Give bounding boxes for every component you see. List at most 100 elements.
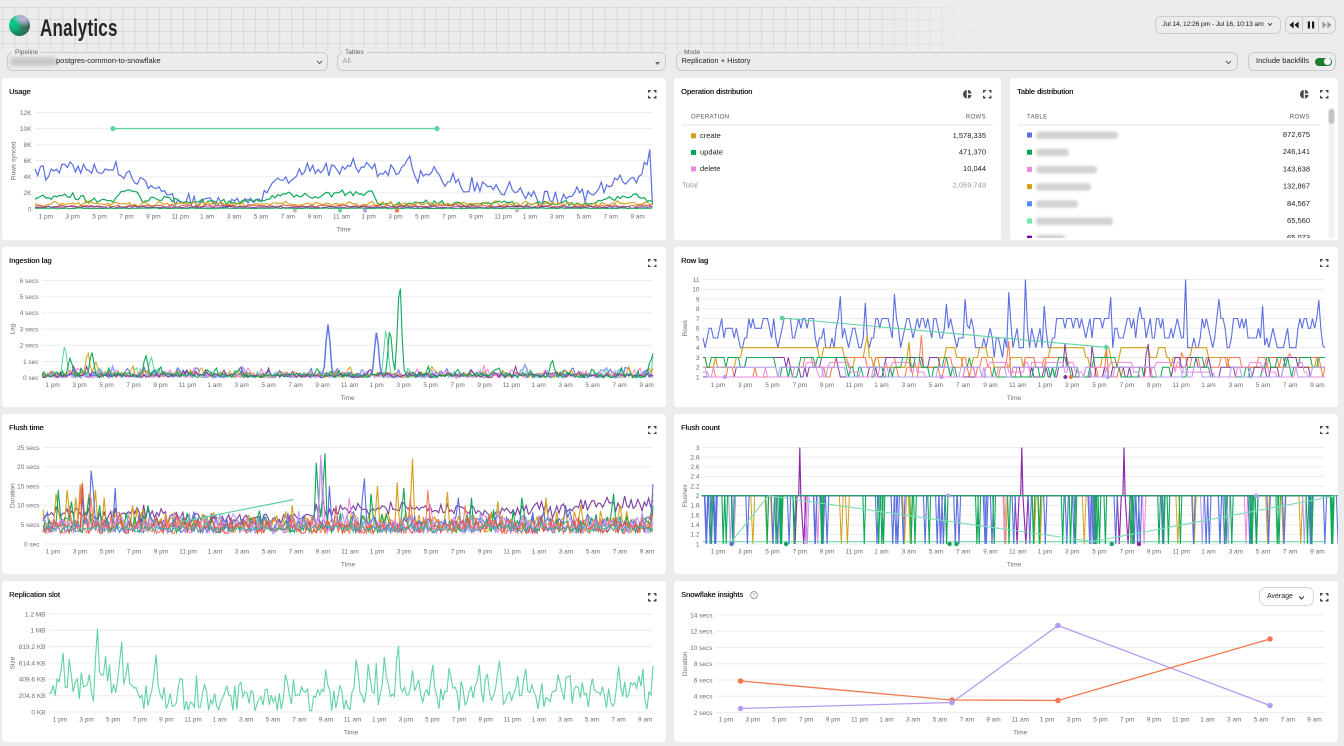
svg-text:14 secs: 14 secs [690,612,713,619]
svg-text:7 am: 7 am [288,382,302,389]
svg-text:8K: 8K [24,142,33,149]
svg-text:10: 10 [692,286,700,293]
svg-text:10K: 10K [20,126,32,133]
svg-text:9 pm: 9 pm [826,717,840,724]
svg-text:Size: Size [10,656,17,669]
svg-text:0 KB: 0 KB [31,709,45,716]
svg-text:1 pm: 1 pm [1038,382,1052,389]
svg-text:1 pm: 1 pm [719,717,733,724]
svg-text:1 MB: 1 MB [30,628,45,635]
svg-text:6 secs: 6 secs [20,277,40,284]
svg-text:9 pm: 9 pm [469,214,483,221]
svg-text:143,638: 143,638 [1283,164,1310,173]
svg-text:25 secs: 25 secs [17,444,40,451]
svg-text:7 pm: 7 pm [451,548,465,555]
svg-text:5 am: 5 am [266,717,280,724]
svg-text:1 am: 1 am [1201,548,1215,555]
svg-text:3 pm: 3 pm [746,717,760,724]
svg-text:1 sec: 1 sec [23,358,39,365]
svg-text:7 pm: 7 pm [442,214,456,221]
svg-text:10,044: 10,044 [963,164,986,173]
svg-text:Time: Time [341,561,356,568]
svg-text:9 pm: 9 pm [146,214,160,221]
svg-text:5 am: 5 am [929,548,943,555]
svg-text:5 am: 5 am [1254,717,1268,724]
svg-text:9 pm: 9 pm [820,382,834,389]
svg-text:Time: Time [1007,561,1022,568]
svg-text:2 secs: 2 secs [694,710,714,717]
svg-text:7 am: 7 am [956,382,970,389]
svg-text:Duration: Duration [10,483,17,508]
svg-text:1 am: 1 am [200,214,214,221]
svg-text:5 pm: 5 pm [106,717,120,724]
svg-text:1 pm: 1 pm [1040,717,1054,724]
svg-text:Flushes: Flushes [682,483,689,507]
svg-text:2K: 2K [24,190,33,197]
svg-text:1 am: 1 am [879,717,893,724]
svg-text:5 pm: 5 pm [1093,717,1107,724]
svg-text:9 am: 9 am [319,717,333,724]
svg-text:7 pm: 7 pm [127,548,141,555]
svg-text:3 pm: 3 pm [73,548,87,555]
svg-text:7 am: 7 am [1281,717,1295,724]
svg-text:7 am: 7 am [611,717,625,724]
svg-text:15 secs: 15 secs [17,483,40,490]
svg-text:7 pm: 7 pm [1120,382,1134,389]
svg-text:3 pm: 3 pm [399,717,413,724]
svg-text:9 am: 9 am [630,214,644,221]
svg-text:9 am: 9 am [1307,717,1321,724]
svg-text:3 am: 3 am [235,548,249,555]
svg-text:1 am: 1 am [212,717,226,724]
svg-text:3 am: 3 am [906,717,920,724]
svg-text:11 pm: 11 pm [1172,548,1190,555]
svg-text:1: 1 [696,374,700,381]
svg-text:9 am: 9 am [1310,548,1324,555]
svg-text:7 am: 7 am [289,548,303,555]
svg-text:5 am: 5 am [929,382,943,389]
svg-text:9 am: 9 am [983,382,997,389]
svg-text:3 secs: 3 secs [20,326,40,333]
svg-text:7: 7 [696,315,700,322]
svg-text:4: 4 [696,345,700,352]
svg-text:11 pm: 11 pm [503,382,521,389]
svg-text:1 am: 1 am [874,548,888,555]
svg-text:1 am: 1 am [1201,382,1215,389]
svg-text:5 pm: 5 pm [99,382,113,389]
svg-text:7 pm: 7 pm [133,717,147,724]
svg-text:7 pm: 7 pm [793,548,807,555]
svg-text:0 sec: 0 sec [23,375,39,382]
svg-text:3 pm: 3 pm [65,214,79,221]
svg-text:204.8 KB: 204.8 KB [19,693,46,700]
svg-text:1 pm: 1 pm [370,548,384,555]
svg-text:9 am: 9 am [983,548,997,555]
svg-text:12K: 12K [20,110,32,117]
svg-text:11 pm: 11 pm [845,548,863,555]
svg-text:1.2: 1.2 [690,531,699,538]
svg-text:11 am: 11 am [1011,717,1029,724]
svg-text:Time: Time [337,227,352,234]
svg-text:5 am: 5 am [585,717,599,724]
svg-text:ROWS: ROWS [1290,115,1310,121]
svg-text:3 am: 3 am [559,548,573,555]
svg-text:7 am: 7 am [960,717,974,724]
svg-text:9 pm: 9 pm [477,382,491,389]
svg-text:1 pm: 1 pm [372,717,386,724]
svg-text:Rows synced: Rows synced [10,141,17,180]
svg-text:5 am: 5 am [261,382,275,389]
svg-text:1 am: 1 am [207,382,221,389]
svg-text:3 am: 3 am [558,382,572,389]
svg-text:ROWS: ROWS [966,115,986,121]
svg-text:9 pm: 9 pm [820,548,834,555]
svg-text:11 pm: 11 pm [1172,382,1190,389]
svg-text:7 pm: 7 pm [119,214,133,221]
svg-text:7 pm: 7 pm [799,717,813,724]
svg-text:9 pm: 9 pm [159,717,173,724]
svg-text:9 am: 9 am [315,382,329,389]
svg-text:3 am: 3 am [902,382,916,389]
svg-text:5 pm: 5 pm [92,214,106,221]
svg-text:9 pm: 9 pm [1147,382,1161,389]
svg-text:create: create [700,131,721,140]
svg-text:Time: Time [1007,395,1022,402]
svg-text:5 pm: 5 pm [100,548,114,555]
svg-text:delete: delete [700,164,720,173]
